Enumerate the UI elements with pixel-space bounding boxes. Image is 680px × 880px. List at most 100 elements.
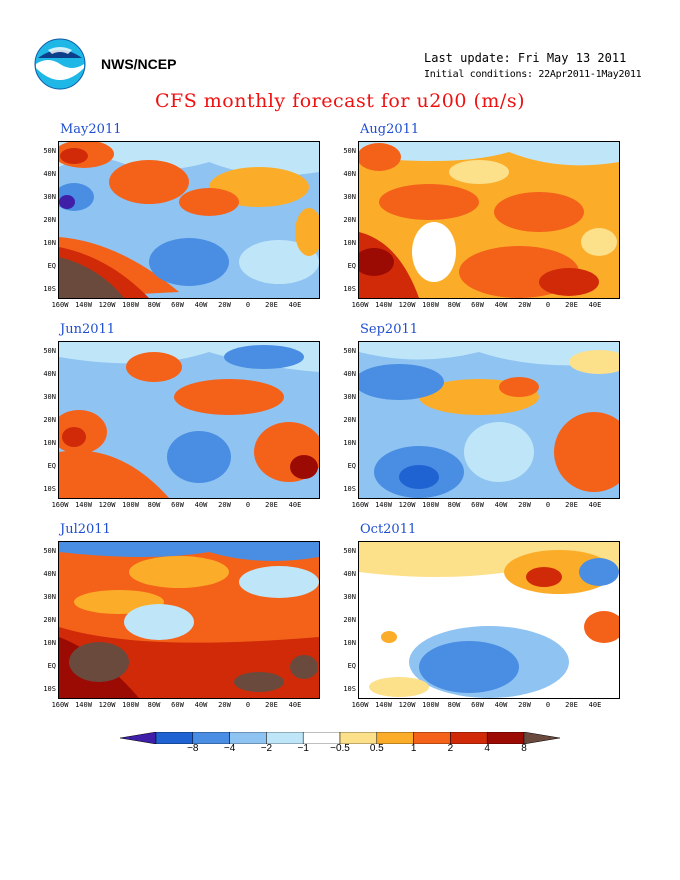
colorbar-tick-label: −0.5 bbox=[330, 743, 350, 754]
x-tick-label: 140W bbox=[375, 501, 392, 509]
x-tick-label: 60W bbox=[471, 501, 484, 509]
x-tick-label: 140W bbox=[375, 701, 392, 709]
colorbar-tick-label: −4 bbox=[223, 743, 236, 754]
y-tick-label: 40N bbox=[343, 370, 356, 378]
x-tick-label: 40W bbox=[194, 501, 208, 509]
x-tick-label: 0 bbox=[245, 301, 251, 309]
x-tick-label: 60W bbox=[471, 701, 484, 709]
map-panel-jun bbox=[58, 341, 320, 499]
x-tick-label: 0 bbox=[245, 501, 251, 509]
page-title: CFS monthly forecast for u200 (m/s) bbox=[154, 90, 525, 112]
panel-label-sep: Sep2011 bbox=[360, 322, 419, 337]
x-tick-label: 80W bbox=[147, 501, 161, 509]
colorbar-tick-label: 1 bbox=[410, 743, 417, 754]
y-tick-label: EQ bbox=[347, 662, 356, 670]
y-tick-label: 40N bbox=[343, 170, 356, 178]
panel-label-oct: Oct2011 bbox=[360, 522, 417, 537]
y-tick-label: 20N bbox=[343, 416, 356, 424]
x-tick-label: 20E bbox=[565, 701, 578, 709]
x-tick-label: 80W bbox=[447, 701, 461, 709]
x-tick-label: 80W bbox=[447, 501, 461, 509]
x-tick-label: 120W bbox=[398, 501, 416, 509]
last-update: Last update: Fri May 13 2011 bbox=[424, 51, 627, 65]
y-tick-label: 40N bbox=[43, 170, 56, 178]
x-tick-label: 140W bbox=[75, 501, 92, 509]
y-tick-label: 10N bbox=[343, 439, 356, 447]
map-panel-sep bbox=[358, 341, 620, 499]
x-tick-label: 20E bbox=[265, 501, 278, 509]
x-tick-label: 160W bbox=[351, 501, 369, 509]
x-tick-label: 120W bbox=[398, 301, 416, 309]
x-tick-label: 20W bbox=[518, 301, 531, 309]
x-tick-label: 160W bbox=[51, 501, 69, 509]
y-tick-label: 10S bbox=[43, 485, 56, 493]
y-tick-label: EQ bbox=[47, 662, 56, 670]
x-tick-label: 100W bbox=[122, 501, 139, 509]
map-panel-may bbox=[58, 141, 320, 299]
initial-conditions: Initial conditions: 22Apr2011-1May2011 bbox=[424, 69, 642, 80]
panel-label-aug: Aug2011 bbox=[360, 122, 420, 137]
x-tick-label: 100W bbox=[422, 501, 439, 509]
x-tick-label: 140W bbox=[75, 701, 92, 709]
x-tick-label: 120W bbox=[98, 701, 116, 709]
x-tick-label: 40W bbox=[494, 501, 508, 509]
x-tick-label: 100W bbox=[122, 701, 139, 709]
y-tick-label: 30N bbox=[43, 193, 56, 201]
noaa-logo-icon bbox=[34, 38, 86, 90]
x-tick-label: 160W bbox=[351, 701, 369, 709]
x-tick-label: 80W bbox=[447, 301, 461, 309]
map-panel-jul bbox=[58, 541, 320, 699]
y-tick-label: 30N bbox=[43, 393, 56, 401]
colorbar-max-arrow bbox=[523, 731, 561, 745]
x-tick-label: 140W bbox=[75, 301, 92, 309]
x-tick-label: 120W bbox=[98, 301, 116, 309]
y-tick-label: 50N bbox=[343, 147, 356, 155]
x-tick-label: 60W bbox=[171, 301, 184, 309]
y-tick-label: 10N bbox=[43, 439, 56, 447]
map-panel-oct bbox=[358, 541, 620, 699]
colorbar-tick-label: 8 bbox=[521, 743, 527, 754]
x-tick-label: 0 bbox=[545, 501, 551, 509]
colorbar-tick-label: −2 bbox=[260, 743, 273, 754]
y-tick-label: 50N bbox=[43, 147, 56, 155]
x-tick-label: 40W bbox=[194, 301, 208, 309]
x-tick-label: 80W bbox=[147, 701, 161, 709]
x-tick-label: 160W bbox=[351, 301, 369, 309]
y-tick-label: EQ bbox=[47, 462, 56, 470]
x-tick-label: 20W bbox=[218, 301, 231, 309]
y-tick-label: 50N bbox=[343, 547, 356, 555]
panel-label-jul: Jul2011 bbox=[60, 522, 111, 537]
y-tick-label: 20N bbox=[43, 216, 56, 224]
panel-label-jun: Jun2011 bbox=[60, 322, 116, 337]
y-tick-label: 10S bbox=[343, 485, 356, 493]
x-tick-label: 0 bbox=[245, 701, 251, 709]
x-tick-label: 160W bbox=[51, 301, 69, 309]
x-tick-label: 20E bbox=[565, 501, 578, 509]
y-tick-label: 30N bbox=[343, 593, 356, 601]
y-tick-label: 10S bbox=[43, 285, 56, 293]
y-tick-label: 50N bbox=[43, 547, 56, 555]
x-tick-label: 40E bbox=[588, 701, 602, 709]
x-tick-label: 40E bbox=[588, 501, 602, 509]
x-tick-label: 120W bbox=[398, 701, 416, 709]
y-tick-label: 40N bbox=[43, 370, 56, 378]
colorbar-tick-label: −1 bbox=[297, 743, 309, 754]
x-tick-label: 20W bbox=[518, 501, 531, 509]
x-tick-label: 20W bbox=[218, 701, 231, 709]
map-panel-aug bbox=[358, 141, 620, 299]
y-tick-label: 10S bbox=[43, 685, 56, 693]
x-tick-label: 40W bbox=[494, 701, 508, 709]
x-tick-label: 60W bbox=[471, 301, 484, 309]
colorbar bbox=[119, 729, 561, 745]
y-tick-label: 10S bbox=[343, 685, 356, 693]
y-tick-label: EQ bbox=[47, 262, 56, 270]
y-tick-label: 40N bbox=[43, 570, 56, 578]
y-tick-label: 30N bbox=[343, 193, 356, 201]
x-tick-label: 60W bbox=[171, 701, 184, 709]
x-tick-label: 140W bbox=[375, 301, 392, 309]
x-tick-label: 20W bbox=[518, 701, 531, 709]
y-tick-label: 20N bbox=[343, 216, 356, 224]
colorbar-tick-label: 4 bbox=[484, 743, 490, 754]
x-tick-label: 0 bbox=[545, 301, 551, 309]
y-tick-label: 40N bbox=[343, 570, 356, 578]
